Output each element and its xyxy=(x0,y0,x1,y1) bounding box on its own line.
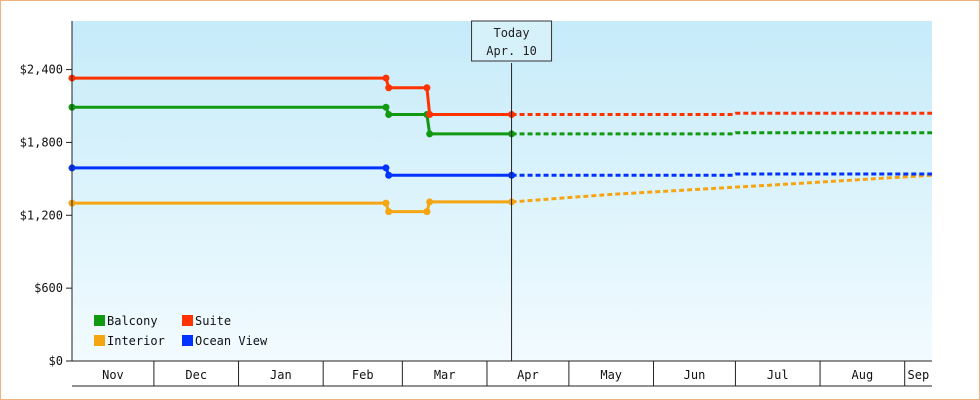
x-tick-label: May xyxy=(600,368,622,382)
legend-label: Ocean View xyxy=(195,334,268,348)
data-point xyxy=(423,208,431,216)
series-ocean-view xyxy=(68,164,932,179)
data-point xyxy=(385,111,393,118)
data-point xyxy=(385,171,393,179)
x-tick-label: Aug xyxy=(852,368,874,382)
data-point xyxy=(426,111,434,118)
plot-area xyxy=(72,21,932,361)
x-tick-label: Mar xyxy=(434,368,456,382)
forecast-line xyxy=(511,111,932,116)
y-tick-label: $1,800 xyxy=(20,135,63,149)
y-axis: $0 $600 $1,200 $1,800 $2,400 xyxy=(20,21,73,368)
data-point xyxy=(385,84,393,92)
y-tick-label: $600 xyxy=(34,281,63,295)
legend-label: Balcony xyxy=(107,314,158,328)
legend: Balcony Suite Interior Ocean View xyxy=(94,314,268,348)
today-marker: Today Apr. 10 xyxy=(471,20,553,62)
data-point xyxy=(423,84,431,92)
data-point xyxy=(385,208,393,216)
today-box xyxy=(471,20,553,62)
x-tick-label: Nov xyxy=(102,368,124,382)
forecast-line xyxy=(511,131,932,136)
y-tick-label: $2,400 xyxy=(20,63,63,77)
y-tick-label: $1,200 xyxy=(20,208,63,222)
data-point xyxy=(382,164,390,172)
data-point xyxy=(426,198,434,206)
x-tick-label: Sep xyxy=(908,368,930,382)
x-tick-label: Jan xyxy=(270,368,292,382)
data-point xyxy=(382,74,390,82)
data-point xyxy=(426,130,434,138)
forecast-line xyxy=(511,172,932,177)
legend-label: Suite xyxy=(195,314,231,328)
forecast-line xyxy=(511,173,933,204)
legend-swatch xyxy=(182,335,193,346)
legend-label: Interior xyxy=(107,334,165,348)
data-point xyxy=(382,199,390,207)
legend-swatch xyxy=(94,315,105,326)
x-axis: Nov Dec Jan Feb Mar Apr May Jun Jul Aug Sep xyxy=(72,361,932,387)
x-tick-label: Jul xyxy=(767,368,789,382)
x-tick-label: Feb xyxy=(352,368,374,382)
price-line xyxy=(72,76,512,116)
price-line xyxy=(72,200,512,214)
x-tick-label: Jun xyxy=(684,368,706,382)
series-interior xyxy=(68,173,933,216)
series-layer xyxy=(68,74,933,216)
price-line xyxy=(72,166,512,177)
legend-swatch xyxy=(182,315,193,326)
x-tick-label: Apr xyxy=(517,368,539,382)
data-point xyxy=(382,103,390,111)
series-balcony xyxy=(68,103,932,138)
today-date-label: Apr. 10 xyxy=(486,44,537,58)
x-tick-label: Dec xyxy=(185,368,207,382)
today-title: Today xyxy=(493,26,529,40)
price-line xyxy=(72,105,512,136)
legend-swatch xyxy=(94,335,105,346)
y-tick-label: $0 xyxy=(49,354,63,368)
